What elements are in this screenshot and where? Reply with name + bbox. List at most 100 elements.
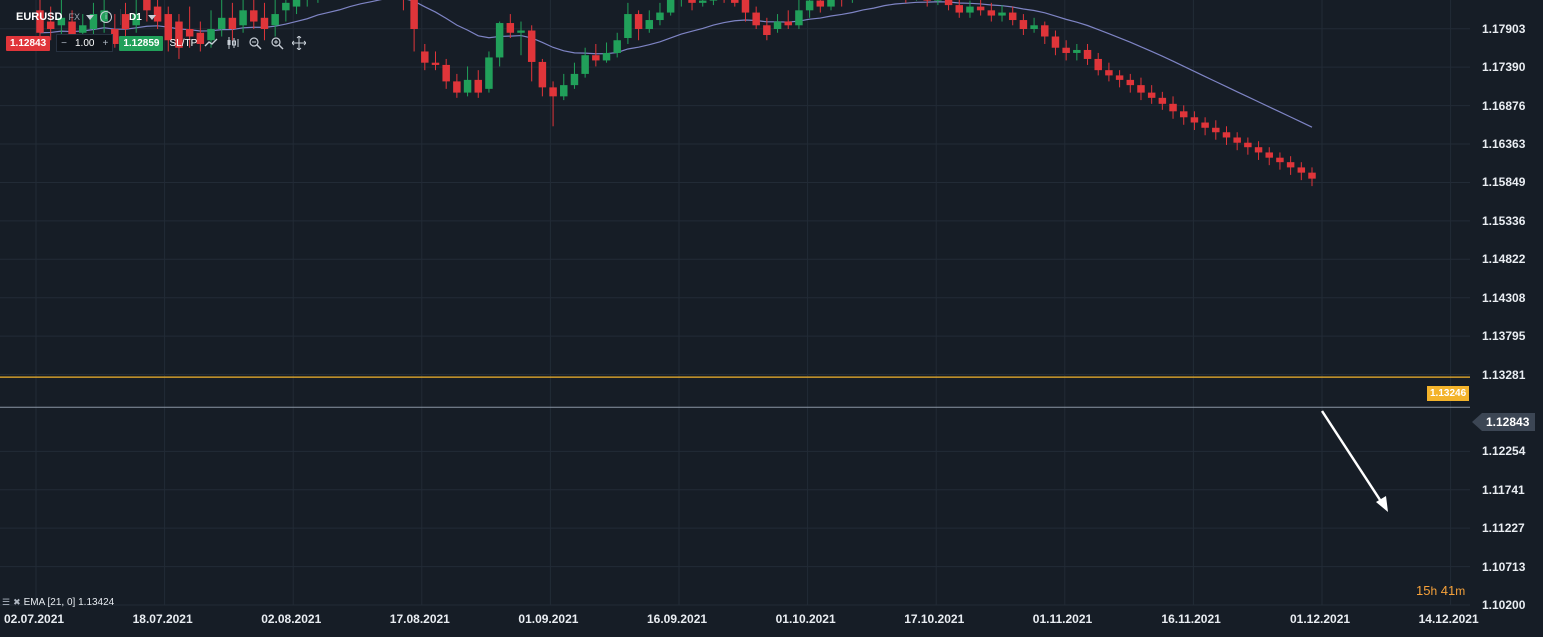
candle-up <box>132 14 140 26</box>
candle-down <box>410 0 418 30</box>
candle-down <box>763 25 771 36</box>
candle-down <box>741 0 750 13</box>
x-tick-label: 14.12.2021 <box>1418 612 1479 626</box>
candle-down <box>1062 47 1070 53</box>
candle-down <box>421 51 429 63</box>
sl-tp-button[interactable]: SL/TP <box>169 37 198 49</box>
ema-line <box>39 0 1313 128</box>
timer-h: h <box>1430 584 1438 598</box>
candle-down <box>143 0 151 11</box>
candle-up <box>57 17 66 26</box>
zoom-in-icon[interactable] <box>269 35 285 51</box>
quantity-stepper[interactable]: − 1.00 + <box>56 34 114 52</box>
buy-button[interactable]: 1.12859 <box>119 35 164 51</box>
candle-down <box>153 6 162 22</box>
x-tick-label: 16.09.2021 <box>647 612 708 626</box>
candle-down <box>688 0 696 3</box>
candle-down <box>1254 147 1263 153</box>
line-chart-icon[interactable] <box>203 35 219 51</box>
candle-down <box>36 10 44 33</box>
candle-down <box>175 21 183 48</box>
candle-up <box>463 79 472 93</box>
candle-up <box>485 57 493 89</box>
candle-up <box>666 0 675 13</box>
candle-down <box>185 29 194 37</box>
price-lines <box>0 376 1470 408</box>
x-tick-label: 02.07.2021 <box>4 612 65 626</box>
y-tick-label: 1.17903 <box>1482 21 1526 36</box>
x-tick-label: 02.08.2021 <box>261 612 322 626</box>
candle-down <box>1115 75 1124 80</box>
candles-icon[interactable] <box>225 35 241 51</box>
candle-up <box>217 17 226 30</box>
candle-down <box>1212 127 1220 133</box>
candle-up <box>624 14 632 38</box>
candle-down <box>1190 117 1199 123</box>
candle-down <box>752 12 760 26</box>
candle-down <box>228 17 237 30</box>
timeframe-label[interactable]: D1 <box>128 11 142 23</box>
quantity-value[interactable]: 1.00 <box>75 37 95 49</box>
candle-up <box>1073 49 1081 53</box>
info-icon[interactable]: i <box>99 11 112 23</box>
close-icon[interactable]: ✖ <box>13 597 21 607</box>
list-icon[interactable]: ☰ <box>2 597 11 607</box>
y-tick-label: 1.15849 <box>1482 175 1526 190</box>
symbol-label[interactable]: EURUSD <box>16 11 63 23</box>
candle-up <box>207 29 215 41</box>
y-tick-label: 1.14822 <box>1482 252 1526 267</box>
timer-minutes: 41 <box>1440 583 1456 598</box>
y-tick-label: 1.12254 <box>1482 444 1526 459</box>
candle-down <box>1169 103 1177 112</box>
candle-down <box>1041 25 1049 37</box>
horizontal-line-price[interactable]: 1.13246 <box>1427 386 1470 401</box>
candle-down <box>1137 85 1145 93</box>
toolbar-row-1: EURUSD FX i D1 <box>6 6 307 28</box>
y-tick-label: 1.15336 <box>1482 213 1526 228</box>
timer-m: m <box>1455 584 1466 598</box>
crosshair-icon[interactable] <box>291 35 307 51</box>
market-tag: FX <box>68 12 80 22</box>
zoom-out-icon[interactable] <box>247 35 263 51</box>
candle-up <box>645 20 654 30</box>
timer-hours: 15 <box>1416 583 1431 598</box>
candle-down <box>453 81 461 93</box>
candle-up <box>292 0 301 7</box>
candle-up <box>709 0 718 1</box>
arrow-shaft <box>1320 410 1386 507</box>
x-tick-label: 17.08.2021 <box>389 612 450 626</box>
candles <box>36 0 1316 187</box>
timeframe-dropdown-icon[interactable] <box>147 14 156 20</box>
candle-down <box>1201 122 1209 128</box>
indicator-label[interactable]: EMA [21, 0] 1.13424 <box>23 597 115 608</box>
candle-down <box>431 62 440 65</box>
candle-down <box>1147 92 1156 98</box>
x-tick-label: 01.10.2021 <box>775 612 836 626</box>
candle-up <box>795 10 803 26</box>
y-tick-label: 1.11741 <box>1482 482 1525 497</box>
candle-down <box>1008 12 1017 21</box>
x-tick-label: 01.09.2021 <box>518 612 579 626</box>
y-tick-label: 1.17390 <box>1482 60 1526 75</box>
candle-down <box>527 30 536 62</box>
candle-up <box>1030 25 1038 30</box>
y-tick-label: 1.13281 <box>1482 367 1526 382</box>
symbol-dropdown-icon[interactable] <box>85 14 94 20</box>
candle-down <box>1158 97 1167 104</box>
candle-up <box>517 30 525 33</box>
decrease-button[interactable]: − <box>61 37 67 49</box>
sell-button[interactable]: 1.12843 <box>6 35 51 51</box>
x-tick-label: 17.10.2021 <box>904 612 965 626</box>
y-tick-label: 1.11227 <box>1482 521 1525 536</box>
candle-down <box>1244 142 1252 148</box>
candle-down <box>1297 167 1306 173</box>
candle-down <box>164 14 173 41</box>
candle-up <box>560 85 568 97</box>
increase-button[interactable]: + <box>102 37 109 49</box>
indicator-legend: ☰ ✖ EMA [21, 0] 1.13424 <box>2 597 114 608</box>
candle-down <box>1019 20 1028 30</box>
candle-down <box>442 64 450 82</box>
candle-up <box>827 0 835 7</box>
ema-polyline <box>39 0 1313 128</box>
